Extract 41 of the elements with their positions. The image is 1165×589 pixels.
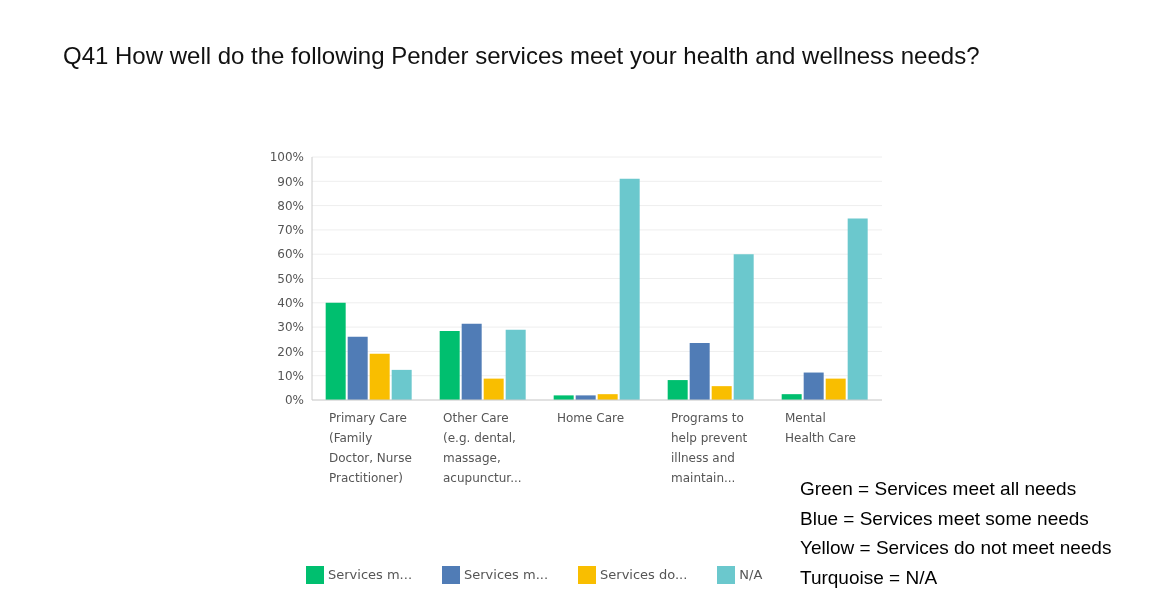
x-tick-label: Other Care (e.g. dental, massage, acupunctur... <box>443 411 522 485</box>
bar <box>619 178 640 400</box>
bar <box>483 378 504 400</box>
bar <box>847 218 868 400</box>
bar <box>505 329 526 400</box>
bar <box>325 302 346 400</box>
y-tick-label: 70% <box>277 223 304 238</box>
legend-label: Services m... <box>328 566 413 582</box>
y-tick-label: 0% <box>284 393 304 408</box>
legend-label: N/A <box>739 566 763 582</box>
bar <box>461 323 482 400</box>
bar <box>825 378 846 400</box>
text: Turquoise = N/A <box>800 565 939 589</box>
text: Blue = Services meet some needs <box>800 506 1090 531</box>
bar <box>391 369 412 400</box>
x-tick-label: Programs to help prevent illness and maintain... <box>671 411 748 485</box>
bar <box>689 342 710 400</box>
x-tick-label: Primary Care (Family Doctor, Nurse Practitioner) <box>329 411 412 485</box>
text: Yellow = Services do not meet needs <box>800 536 1112 560</box>
bar <box>439 330 460 400</box>
legend-label: Services do... <box>600 566 688 582</box>
legend-label: Services m... <box>464 566 549 582</box>
x-tick-label: Home Care <box>557 411 625 425</box>
bar <box>711 386 732 400</box>
bar <box>667 380 688 400</box>
bar <box>369 353 390 400</box>
bar <box>347 336 368 400</box>
y-tick-label: 10% <box>277 368 304 383</box>
y-tick-label: 90% <box>277 174 304 189</box>
chart-title: Q41 How well do the following Pender services meet your health and wellness needs? <box>63 42 980 70</box>
y-tick-label: 20% <box>277 344 304 359</box>
text: Green = Services meet all needs <box>800 477 1078 501</box>
x-tick-label: Mental Health Care <box>785 411 857 445</box>
bar <box>803 372 824 400</box>
y-tick-label: 80% <box>277 198 304 213</box>
y-tick-label: 60% <box>277 247 304 262</box>
y-tick-label: 40% <box>277 296 304 311</box>
y-tick-label: 100% <box>269 150 304 165</box>
bar <box>733 254 754 400</box>
y-tick-label: 50% <box>277 271 304 286</box>
y-tick-label: 30% <box>277 320 304 335</box>
